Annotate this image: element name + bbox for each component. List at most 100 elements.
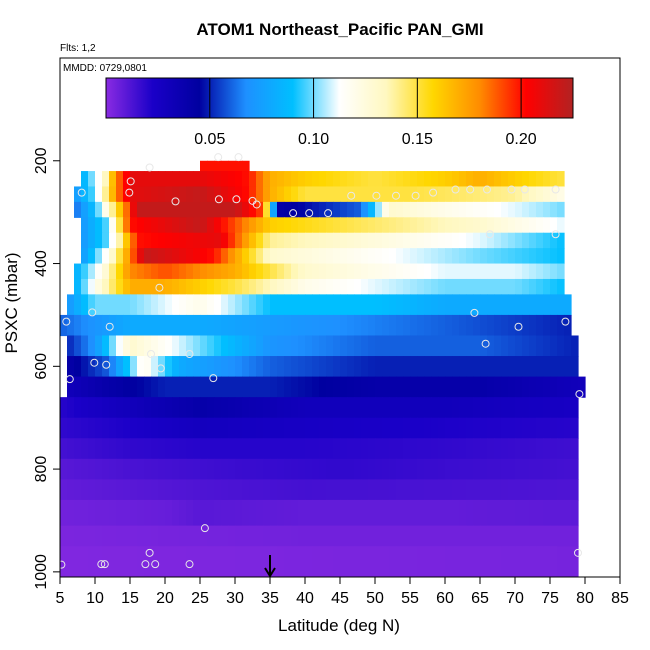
heatmap-cell [109, 294, 117, 316]
heatmap-cell [214, 417, 222, 439]
heatmap-cell [466, 278, 474, 295]
heatmap-cell [158, 376, 166, 398]
heatmap-cell [403, 417, 411, 439]
heatmap-cell [263, 278, 271, 295]
heatmap-cell [305, 397, 313, 419]
heatmap-cell [501, 438, 509, 460]
heatmap-cell [319, 248, 327, 265]
heatmap-cell [403, 248, 411, 265]
heatmap-cell [172, 438, 180, 460]
heatmap-cell [417, 217, 425, 234]
heatmap-cell [277, 248, 285, 265]
heatmap-cell [249, 278, 257, 295]
heatmap-cell [144, 171, 152, 188]
heatmap-cell [361, 397, 369, 419]
heatmap-cell [256, 217, 264, 234]
heatmap-cell [340, 458, 348, 480]
heatmap-cell [95, 278, 103, 295]
heatmap-cell [445, 356, 453, 378]
heatmap-cell [249, 458, 257, 480]
heatmap-cell [151, 278, 159, 295]
heatmap-cell [214, 314, 222, 337]
heatmap-cell [165, 171, 173, 188]
heatmap-cell [487, 335, 495, 357]
heatmap-cell [445, 525, 453, 547]
heatmap-cell [410, 438, 418, 460]
heatmap-cell [438, 356, 446, 378]
heatmap-cell [151, 186, 159, 203]
heatmap-cell [123, 232, 131, 249]
heatmap-cell [284, 263, 292, 280]
heatmap-cell [193, 499, 201, 527]
sample-point [232, 195, 241, 204]
heatmap-cell [361, 479, 369, 501]
heatmap-cell [522, 248, 530, 265]
heatmap-cell [151, 294, 159, 316]
heatmap-cell [242, 294, 250, 316]
heatmap-cell [403, 546, 411, 577]
heatmap-cell [473, 458, 481, 480]
heatmap-cell [249, 294, 257, 316]
heatmap-cell [214, 201, 222, 218]
y-tick-label: 200 [33, 147, 50, 174]
heatmap-cell [564, 417, 572, 439]
heatmap-cell [480, 499, 488, 527]
sample-point [151, 560, 160, 569]
heatmap-cell [326, 397, 334, 419]
heatmap-cell [284, 314, 292, 337]
heatmap-cell [480, 376, 488, 398]
heatmap-cell [95, 217, 103, 234]
heatmap-cell [494, 499, 502, 527]
heatmap-cell [515, 438, 523, 460]
heatmap-cell [179, 376, 187, 398]
heatmap-cell [277, 217, 285, 234]
heatmap-cell [368, 417, 376, 439]
heatmap-cell [298, 278, 306, 295]
heatmap-cell [284, 546, 292, 577]
heatmap-cell [109, 499, 117, 527]
heatmap-cell [137, 201, 145, 218]
heatmap-cell [179, 294, 187, 316]
heatmap-cell [193, 278, 201, 295]
heatmap-cell [172, 232, 180, 249]
heatmap-cell [81, 376, 89, 398]
heatmap-cell [186, 335, 194, 357]
heatmap-cell [200, 458, 208, 480]
heatmap-cell [221, 417, 229, 439]
heatmap-cell [354, 335, 362, 357]
x-tick-label: 30 [226, 590, 244, 607]
heatmap-cell [130, 438, 138, 460]
heatmap-cell [459, 335, 467, 357]
heatmap-cell [473, 201, 481, 218]
heatmap-cell [438, 217, 446, 234]
sample-point [551, 185, 560, 194]
heatmap-cell [165, 438, 173, 460]
heatmap-cell [130, 217, 138, 234]
heatmap-cell [207, 397, 215, 419]
heatmap-cell [438, 232, 446, 249]
heatmap-cell [557, 171, 565, 188]
sample-point [372, 191, 381, 200]
heatmap-cell [571, 546, 579, 577]
heatmap-cell [319, 314, 327, 337]
heatmap-cell [389, 376, 397, 398]
heatmap-cell [550, 314, 558, 337]
heatmap-cell [214, 263, 222, 280]
heatmap-cell [214, 376, 222, 398]
heatmap-cell [88, 417, 96, 439]
heatmap-cell [389, 397, 397, 419]
heatmap-cell [298, 546, 306, 577]
heatmap-cell [522, 417, 530, 439]
heatmap-cell [186, 525, 194, 547]
heatmap-cell [466, 438, 474, 460]
heatmap-cell [452, 248, 460, 265]
heatmap-cell [382, 314, 390, 337]
heatmap-cell [354, 278, 362, 295]
heatmap-cell [214, 160, 222, 172]
heatmap-cell [305, 278, 313, 295]
heatmap-cell [95, 294, 103, 316]
heatmap-cell [543, 458, 551, 480]
heatmap-cell [172, 546, 180, 577]
heatmap-cell [382, 499, 390, 527]
heatmap-cell [515, 278, 523, 295]
